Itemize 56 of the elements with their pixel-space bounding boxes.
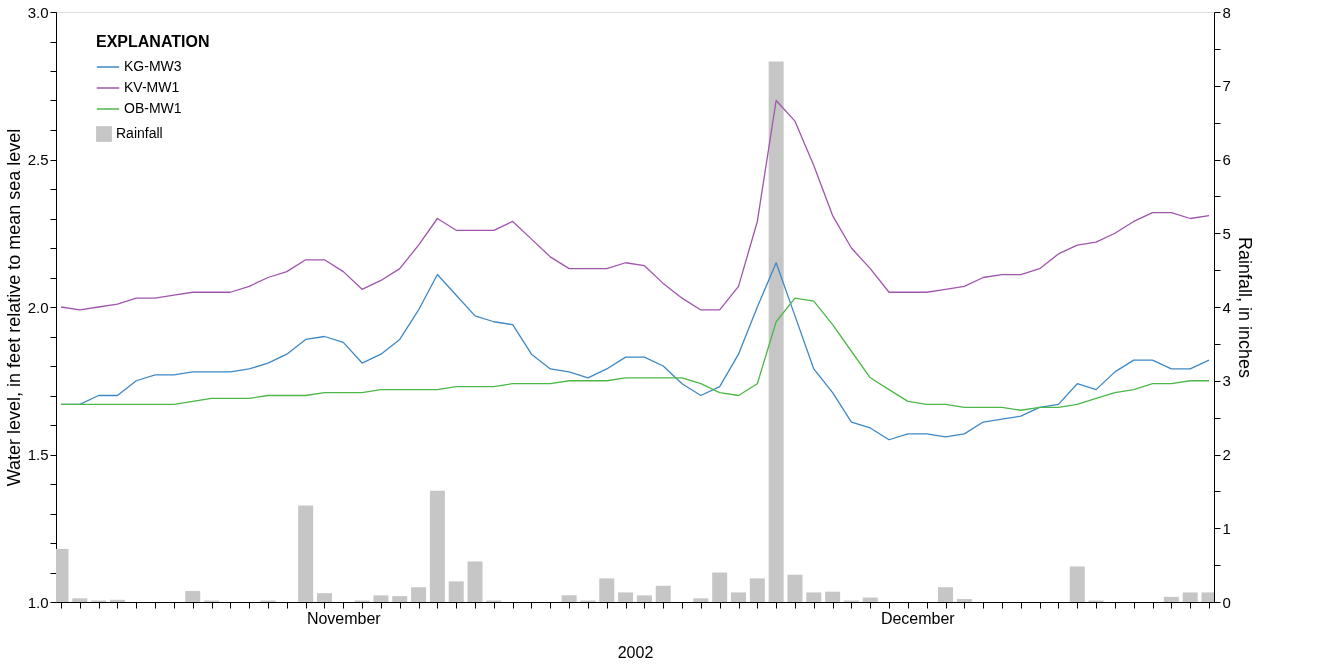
y-tick-label: 1.0 bbox=[27, 593, 49, 611]
y2-tick-label: 3 bbox=[1222, 372, 1231, 390]
y2-tick-label: 8 bbox=[1222, 3, 1231, 21]
y2-tick-label: 7 bbox=[1222, 77, 1231, 95]
bar bbox=[316, 593, 332, 602]
bar bbox=[298, 505, 314, 602]
legend-label: OB-MW1 bbox=[124, 100, 182, 116]
y2-tick-label: 5 bbox=[1222, 224, 1231, 242]
y-tick-label: 2.0 bbox=[27, 298, 49, 316]
bar bbox=[1163, 596, 1179, 602]
bar bbox=[185, 590, 201, 602]
bar bbox=[825, 591, 841, 602]
y-axis-title: Water level, in feet relative to mean sea level bbox=[3, 128, 24, 487]
line-series bbox=[60, 99, 1210, 311]
y2-tick-label: 6 bbox=[1222, 151, 1231, 168]
bar bbox=[655, 585, 671, 602]
bar bbox=[72, 598, 88, 602]
bar bbox=[768, 61, 784, 602]
bar bbox=[806, 592, 822, 602]
bar bbox=[636, 595, 652, 602]
legend-label: Rainfall bbox=[116, 125, 163, 141]
bar bbox=[411, 587, 427, 602]
bar bbox=[862, 597, 878, 602]
x-tick-label: November bbox=[306, 609, 382, 627]
bar bbox=[1182, 592, 1198, 602]
bar bbox=[373, 595, 389, 602]
y-tick-label: 2.5 bbox=[27, 151, 49, 168]
bar bbox=[693, 598, 709, 602]
y2-tick-label: 2 bbox=[1222, 446, 1231, 463]
legend-title: EXPLANATION bbox=[96, 33, 210, 50]
x-axis-title: 2002 bbox=[617, 643, 654, 661]
x-tick-label: December bbox=[880, 609, 956, 627]
legend-label: KG-MW3 bbox=[124, 58, 182, 74]
bar bbox=[109, 599, 125, 602]
bar bbox=[731, 592, 747, 602]
bar bbox=[618, 592, 634, 602]
y2-axis-title: Rainfall, in inches bbox=[1234, 236, 1255, 379]
bar bbox=[712, 572, 728, 602]
bar bbox=[787, 574, 803, 602]
bar bbox=[467, 561, 483, 602]
y-tick-label: 3.0 bbox=[27, 3, 49, 21]
bar bbox=[429, 490, 445, 602]
line-series bbox=[60, 297, 1210, 411]
bar bbox=[749, 578, 765, 602]
bar bbox=[599, 578, 615, 602]
y-tick-label: 1.5 bbox=[27, 446, 49, 463]
y2-tick-label: 0 bbox=[1222, 593, 1231, 611]
bar bbox=[938, 587, 954, 602]
bar bbox=[1069, 566, 1085, 602]
bar bbox=[956, 599, 972, 602]
y2-tick-label: 4 bbox=[1222, 298, 1231, 316]
legend-label: KV-MW1 bbox=[124, 79, 180, 95]
bar bbox=[561, 595, 577, 602]
y2-tick-label: 1 bbox=[1222, 519, 1231, 537]
bar bbox=[392, 596, 408, 602]
bar bbox=[448, 581, 464, 602]
